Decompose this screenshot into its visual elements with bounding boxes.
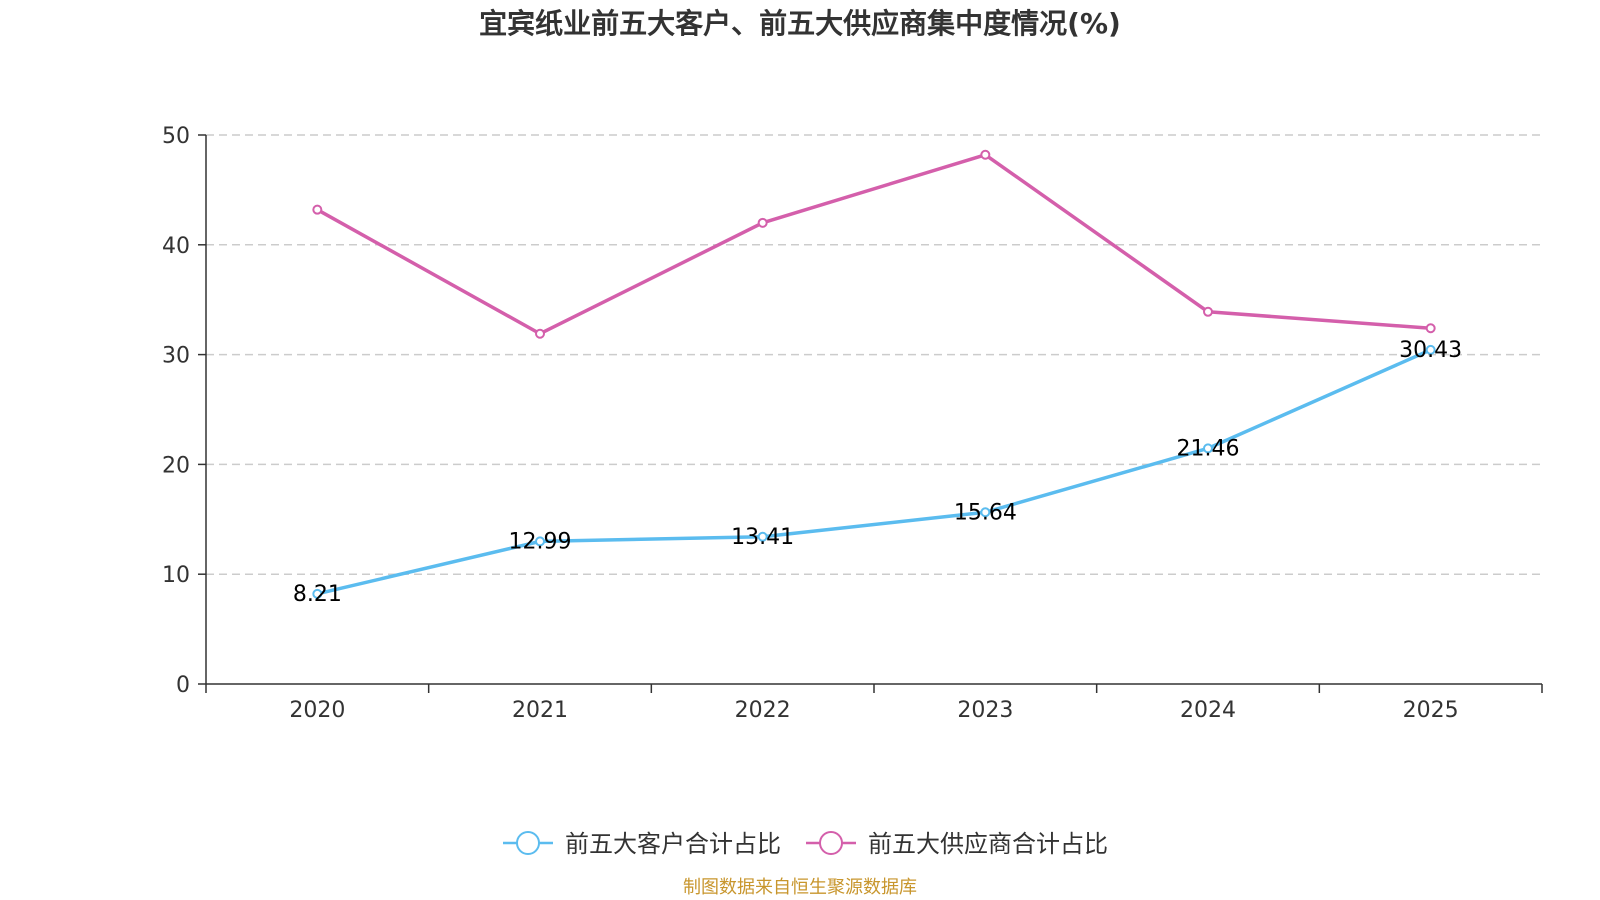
axes: 0 10 20 30 40 50 2020 2021 2022 2023 2024 2025 bbox=[162, 124, 1543, 723]
data-point bbox=[312, 588, 323, 599]
data-label: 12.99 bbox=[509, 529, 572, 554]
data-point bbox=[535, 536, 545, 547]
x-tick-label: 2025 bbox=[1403, 698, 1459, 723]
y-tick-label: 0 bbox=[176, 673, 190, 698]
y-tick-label: 30 bbox=[162, 344, 190, 369]
data-point bbox=[980, 149, 991, 160]
legend-marker bbox=[819, 831, 843, 855]
legend-marker bbox=[516, 831, 540, 855]
data-label: 15.64 bbox=[954, 500, 1017, 525]
grid-lines bbox=[206, 134, 1542, 575]
data-point bbox=[1203, 306, 1213, 317]
series-lines bbox=[315, 153, 1433, 596]
data-label: 30.43 bbox=[1399, 338, 1462, 363]
series-markers bbox=[312, 149, 1436, 599]
legend-label: 前五大供应商合计占比 bbox=[868, 830, 1108, 858]
data-labels: 8.21 12.99 13.41 15.64 21.46 30.43 bbox=[293, 338, 1462, 607]
data-point bbox=[1203, 443, 1213, 454]
data-point bbox=[312, 204, 323, 215]
data-point bbox=[757, 217, 768, 228]
series-line-1 bbox=[315, 153, 1433, 336]
y-tick-label: 50 bbox=[162, 124, 190, 149]
data-point bbox=[757, 531, 768, 542]
y-tick-label: 20 bbox=[162, 453, 190, 478]
data-label: 8.21 bbox=[293, 582, 342, 607]
x-tick-label: 2021 bbox=[512, 698, 568, 723]
data-point bbox=[1425, 323, 1436, 334]
x-tick-label: 2023 bbox=[957, 698, 1013, 723]
data-point bbox=[535, 328, 545, 339]
x-tick-label: 2022 bbox=[735, 698, 791, 723]
y-tick-label: 10 bbox=[162, 563, 190, 588]
x-tick-label: 2024 bbox=[1180, 698, 1236, 723]
source-note: 制图数据来自恒生聚源数据库 bbox=[683, 877, 917, 898]
x-tick-label: 2020 bbox=[289, 698, 345, 723]
data-point bbox=[980, 507, 991, 518]
data-point bbox=[1425, 344, 1436, 355]
data-label: 21.46 bbox=[1177, 436, 1240, 461]
chart-title: 宜宾纸业前五大客户、前五大供应商集中度情况(%) bbox=[479, 7, 1121, 40]
y-tick-label: 40 bbox=[162, 234, 190, 259]
legend-label: 前五大客户合计占比 bbox=[565, 830, 781, 858]
legend: 前五大客户合计占比 前五大供应商合计占比 bbox=[503, 830, 1108, 858]
series-line-0 bbox=[315, 348, 1433, 596]
data-label: 13.41 bbox=[731, 525, 794, 550]
